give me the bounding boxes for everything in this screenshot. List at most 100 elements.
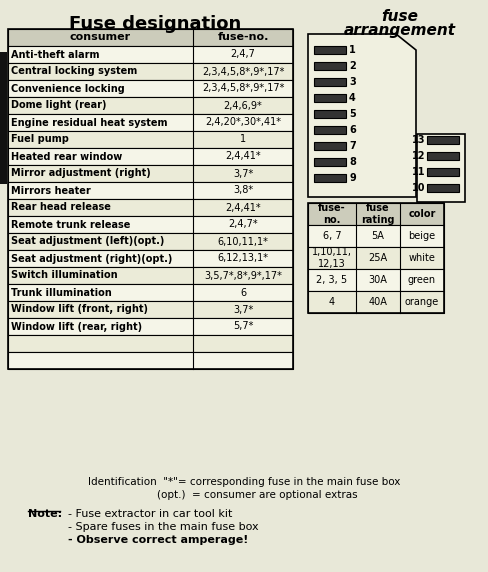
Text: 7: 7	[349, 141, 356, 151]
Text: 25A: 25A	[368, 253, 387, 263]
Bar	[8, 131, 293, 148]
Text: Seat adjustment (left)(opt.): Seat adjustment (left)(opt.)	[11, 236, 164, 247]
Text: 10: 10	[411, 183, 425, 193]
Text: 3,7*: 3,7*	[233, 169, 253, 178]
Bar	[314, 46, 346, 54]
Text: Fuse designation: Fuse designation	[69, 15, 241, 33]
Text: Mirror adjustment (right): Mirror adjustment (right)	[11, 169, 151, 178]
Bar	[427, 152, 459, 160]
Polygon shape	[308, 34, 416, 197]
Text: Remote trunk release: Remote trunk release	[11, 220, 130, 229]
Text: Dome light (rear): Dome light (rear)	[11, 101, 106, 110]
Text: - Spare fuses in the main fuse box: - Spare fuses in the main fuse box	[68, 522, 259, 532]
Bar	[308, 203, 444, 313]
Text: - Observe correct amperage!: - Observe correct amperage!	[68, 535, 248, 545]
Text: beige: beige	[408, 231, 436, 241]
Text: 2,3,4,5,8*,9*,17*: 2,3,4,5,8*,9*,17*	[202, 66, 284, 77]
Text: 6: 6	[349, 125, 356, 135]
Bar	[8, 114, 293, 131]
Text: arrangement: arrangement	[344, 23, 456, 38]
Text: 1,10,11,
12,13: 1,10,11, 12,13	[312, 247, 352, 269]
Text: Central locking system: Central locking system	[11, 66, 137, 77]
Bar	[308, 203, 444, 225]
Bar	[8, 216, 293, 233]
Text: 3,8*: 3,8*	[233, 185, 253, 196]
Text: fuse: fuse	[382, 9, 419, 24]
Text: fuse-no.: fuse-no.	[217, 33, 269, 42]
Bar	[8, 29, 293, 369]
Text: Window lift (front, right): Window lift (front, right)	[11, 304, 148, 315]
Bar	[8, 318, 293, 335]
Text: 1: 1	[349, 45, 356, 55]
Bar	[314, 158, 346, 166]
Bar	[8, 29, 293, 46]
Text: color: color	[408, 209, 436, 219]
Text: Anti-theft alarm: Anti-theft alarm	[11, 50, 100, 59]
Text: Convenience locking: Convenience locking	[11, 84, 125, 93]
Bar	[314, 174, 346, 182]
Bar	[308, 269, 444, 291]
Bar	[8, 301, 293, 318]
Text: 3,5,7*,8*,9*,17*: 3,5,7*,8*,9*,17*	[204, 271, 282, 280]
Bar	[8, 352, 293, 369]
Text: 6,10,11,1*: 6,10,11,1*	[218, 236, 268, 247]
Bar	[8, 97, 293, 114]
Bar	[8, 148, 293, 165]
Text: fuse-
no.: fuse- no.	[318, 203, 346, 225]
Bar	[427, 168, 459, 176]
Bar	[8, 335, 293, 352]
Text: Identification  "*"= corresponding fuse in the main fuse box: Identification "*"= corresponding fuse i…	[88, 477, 400, 487]
Text: 13: 13	[411, 135, 425, 145]
Text: orange: orange	[405, 297, 439, 307]
Text: Fuel pump: Fuel pump	[11, 134, 69, 145]
Text: 1: 1	[240, 134, 246, 145]
Bar	[427, 136, 459, 144]
Text: 3,7*: 3,7*	[233, 304, 253, 315]
Text: Engine residual heat system: Engine residual heat system	[11, 117, 167, 128]
Bar	[8, 233, 293, 250]
Text: 5: 5	[349, 109, 356, 119]
Text: consumer: consumer	[70, 33, 131, 42]
Bar	[8, 284, 293, 301]
Text: Window lift (rear, right): Window lift (rear, right)	[11, 321, 142, 332]
Text: (opt.)  = consumer are optional extras: (opt.) = consumer are optional extras	[131, 490, 357, 500]
Text: Note:: Note:	[28, 509, 62, 519]
Text: Rear head release: Rear head release	[11, 202, 111, 213]
Text: 2,4,7*: 2,4,7*	[228, 220, 258, 229]
Bar	[308, 247, 444, 269]
Text: 6,12,13,1*: 6,12,13,1*	[218, 253, 268, 264]
Text: 8: 8	[349, 157, 356, 167]
Text: 6, 7: 6, 7	[323, 231, 341, 241]
Text: 4: 4	[349, 93, 356, 103]
Text: 2,4,41*: 2,4,41*	[225, 202, 261, 213]
Text: - Fuse extractor in car tool kit: - Fuse extractor in car tool kit	[68, 509, 232, 519]
Bar	[8, 199, 293, 216]
Text: 2, 3, 5: 2, 3, 5	[316, 275, 347, 285]
Text: Trunk illumination: Trunk illumination	[11, 288, 112, 297]
Bar	[314, 110, 346, 118]
Text: 5A: 5A	[371, 231, 385, 241]
Bar	[8, 80, 293, 97]
Bar	[314, 142, 346, 150]
Text: 40A: 40A	[368, 297, 387, 307]
Bar	[314, 62, 346, 70]
Text: 4: 4	[329, 297, 335, 307]
Text: 6: 6	[240, 288, 246, 297]
Text: Seat adjustment (right)(opt.): Seat adjustment (right)(opt.)	[11, 253, 172, 264]
Bar	[314, 126, 346, 134]
Text: 12: 12	[411, 151, 425, 161]
Text: 2,4,41*: 2,4,41*	[225, 152, 261, 161]
Bar	[8, 46, 293, 63]
Text: white: white	[408, 253, 435, 263]
Text: 3: 3	[349, 77, 356, 87]
Bar	[8, 165, 293, 182]
Text: 30A: 30A	[368, 275, 387, 285]
Bar	[0, 52, 7, 184]
Text: Heated rear window: Heated rear window	[11, 152, 122, 161]
Bar	[308, 225, 444, 247]
Bar	[308, 291, 444, 313]
Bar	[8, 63, 293, 80]
Bar	[314, 94, 346, 102]
Bar	[8, 182, 293, 199]
Text: Switch illumination: Switch illumination	[11, 271, 118, 280]
